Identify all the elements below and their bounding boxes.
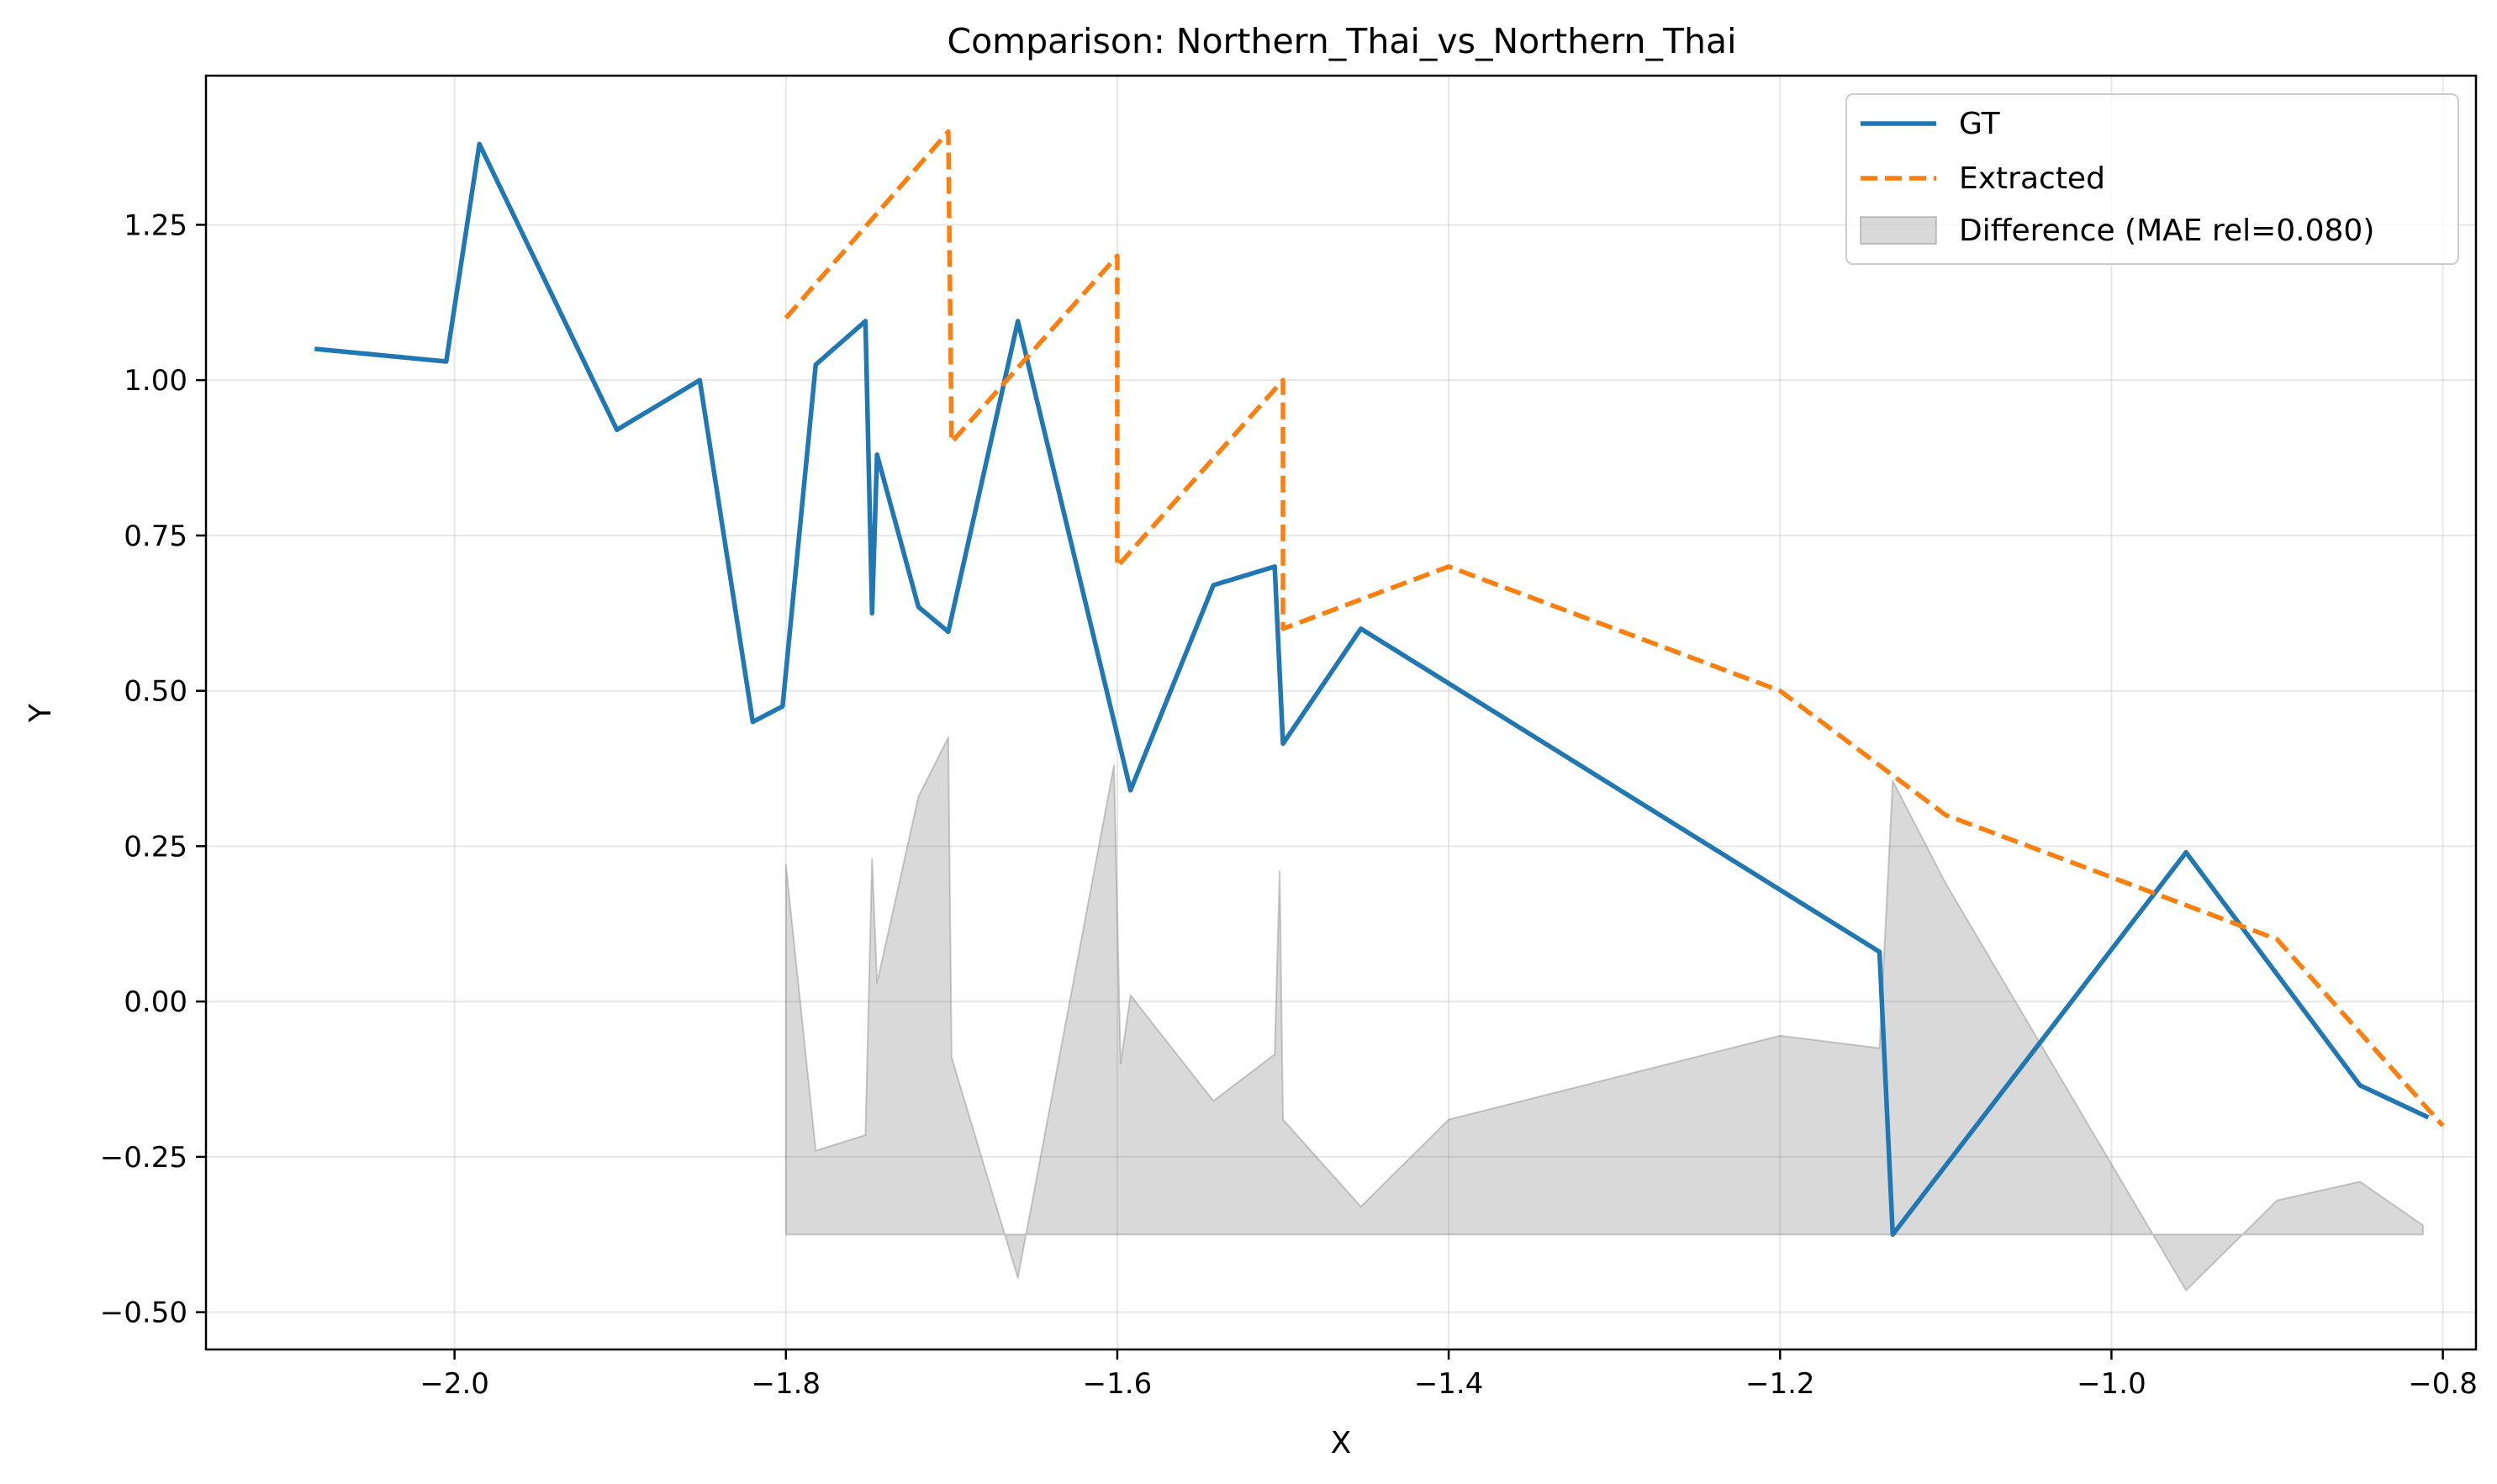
y-tick-label: 1.00	[124, 364, 187, 398]
chart-title: Comparison: Northern_Thai_vs_Northern_Th…	[947, 21, 1736, 61]
y-tick-label: −0.50	[100, 1297, 187, 1330]
legend-label-gt: GT	[1959, 107, 2001, 141]
legend: GT Extracted Difference (MAE rel=0.080)	[1845, 93, 2459, 265]
y-tick-label: 0.75	[124, 520, 187, 553]
x-tick-label: −1.4	[1414, 1367, 1484, 1401]
y-tick-label: 0.00	[124, 985, 187, 1019]
series-layer	[314, 129, 2445, 1238]
legend-box	[1845, 93, 2459, 265]
series-line-extracted	[784, 129, 2445, 1128]
legend-label-difference: Difference (MAE rel=0.080)	[1959, 214, 2374, 248]
difference-area	[784, 737, 2424, 1291]
x-tick-label: −1.6	[1083, 1367, 1153, 1401]
x-tick-label: −1.8	[751, 1367, 821, 1401]
y-axis-ticks: −0.50 −0.25 0.00 0.25 0.50 0.75 1.00 1.25	[100, 209, 206, 1330]
x-tick-label: −1.2	[1745, 1367, 1815, 1401]
x-axis-label: X	[1331, 1426, 1352, 1460]
y-tick-label: 1.25	[124, 209, 187, 242]
difference-area-layer	[784, 737, 2424, 1291]
y-tick-label: 0.50	[124, 675, 187, 709]
series-line-gt	[314, 141, 2430, 1238]
x-tick-label: −1.0	[2077, 1367, 2146, 1401]
legend-swatch-difference	[1860, 216, 1937, 245]
plot-area	[206, 76, 2476, 1349]
y-axis-label: Y	[24, 703, 58, 723]
y-tick-label: 0.25	[124, 830, 187, 863]
plot-frame	[204, 74, 2478, 1351]
y-tick-label: −0.25	[100, 1141, 187, 1175]
x-tick-label: −2.0	[420, 1367, 489, 1401]
legend-label-extracted: Extracted	[1959, 161, 2105, 196]
x-tick-label: −0.8	[2408, 1367, 2478, 1401]
x-axis-ticks: −2.0 −1.8 −1.6 −1.4 −1.2 −1.0 −0.8	[420, 1349, 2478, 1401]
